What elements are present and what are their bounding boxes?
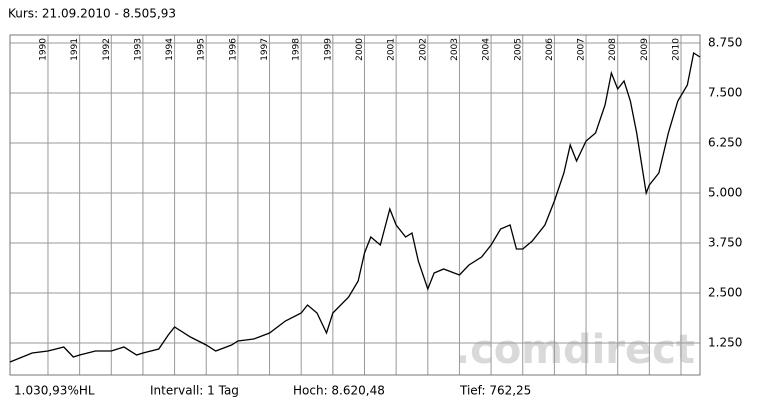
footer-text: Tief: 762,25: [459, 384, 531, 398]
x-tick-label: 1994: [165, 38, 175, 61]
footer-text: 1.030,93%HL: [14, 384, 95, 398]
plot-frame: [9, 34, 701, 376]
x-tick-label: 1990: [38, 38, 48, 61]
y-tick-label: 2.500: [708, 286, 742, 300]
x-tick-label: 1997: [260, 38, 270, 61]
x-tick-label: 1996: [228, 38, 238, 61]
x-tick-label: 2002: [418, 38, 428, 61]
x-tick-label: 1992: [102, 38, 112, 61]
y-tick-label: 3.750: [708, 236, 742, 250]
footer-text: Intervall: 1 Tag: [150, 384, 239, 398]
y-tick-label: 7.500: [708, 86, 742, 100]
y-tick-label: 6.250: [708, 136, 742, 150]
x-tick-label: 2004: [482, 38, 492, 61]
x-tick-label: 1993: [133, 38, 143, 61]
x-tick-label: 2001: [387, 38, 397, 61]
y-tick-label: 1.250: [708, 336, 742, 350]
x-tick-label: 2008: [608, 38, 618, 61]
x-tick-label: 1991: [70, 38, 80, 61]
x-tick-label: 2005: [513, 38, 523, 61]
chart-title: Kurs: 21.09.2010 - 8.505,93: [8, 7, 176, 21]
y-tick-label: 5.000: [708, 186, 742, 200]
x-tick-label: 2010: [672, 38, 682, 61]
x-tick-label: 1998: [292, 38, 302, 61]
footer-text: Hoch: 8.620,48: [293, 384, 385, 398]
x-tick-label: 2009: [640, 38, 650, 61]
x-tick-label: 2003: [450, 38, 460, 61]
y-tick-label: 8.750: [708, 36, 742, 50]
watermark: .comdirect: [455, 327, 695, 373]
x-tick-label: 2007: [577, 38, 587, 61]
x-tick-label: 2006: [545, 38, 555, 61]
x-tick-label: 1995: [197, 38, 207, 61]
price-line: [9, 51, 701, 363]
x-tick-label: 1999: [323, 38, 333, 61]
x-tick-label: 2000: [355, 38, 365, 61]
